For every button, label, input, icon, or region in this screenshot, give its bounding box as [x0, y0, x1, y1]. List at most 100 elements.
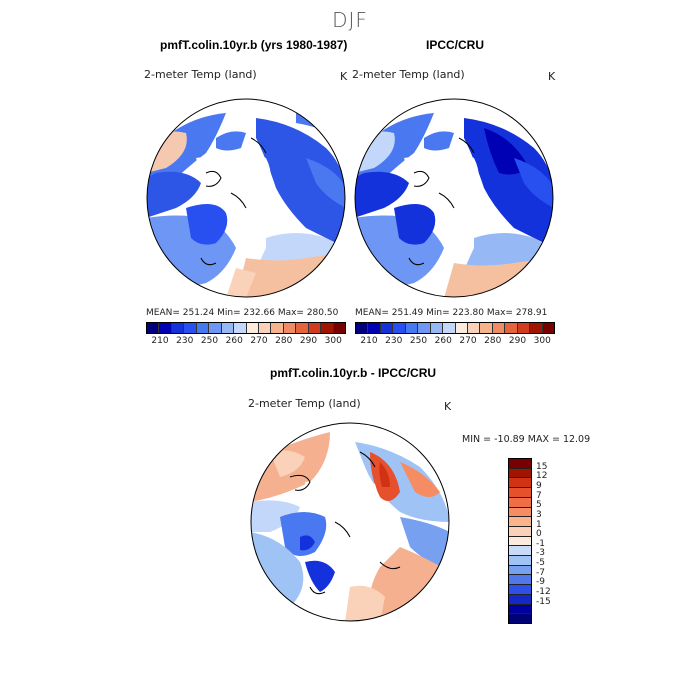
colorbar-swatch: [308, 323, 322, 333]
colorbar-swatch: [196, 323, 210, 333]
model-polar-map: [146, 98, 346, 298]
obs-variable-label: 2-meter Temp (land): [352, 68, 465, 81]
obs-unit-label: K: [548, 70, 556, 83]
colorbar-tick-label: 3: [536, 509, 542, 520]
colorbar-swatch: [321, 323, 334, 333]
page-title: DJF: [332, 8, 368, 32]
colorbar-swatch: [480, 323, 493, 333]
colorbar-swatch: [333, 323, 345, 333]
colorbar-tick-label: 280: [484, 336, 502, 346]
colorbar-tick-label: 12: [536, 471, 548, 482]
obs-polar-map: [354, 98, 554, 298]
obs-stats: MEAN= 251.49 Min= 223.80 Max= 278.91: [355, 308, 548, 318]
colorbar-swatch: [509, 459, 531, 469]
colorbar-swatch: [356, 323, 369, 333]
colorbar-tick-label: -12: [536, 587, 551, 598]
colorbar-tick-label: -5: [536, 558, 545, 569]
model-unit-label: K: [340, 70, 348, 83]
diff-stats: MIN = -10.89 MAX = 12.09: [462, 434, 591, 445]
diff-panel-title: pmfT.colin.10yr.b - IPCC/CRU: [270, 366, 437, 380]
colorbar-tick-label: -15: [536, 596, 551, 607]
colorbar-swatch: [509, 585, 531, 595]
colorbar-swatch: [184, 323, 197, 333]
colorbar-tick-label: 280: [275, 336, 293, 346]
colorbar-swatch: [430, 323, 444, 333]
colorbar-swatch: [530, 323, 543, 333]
colorbar-tick-label: -3: [536, 548, 545, 559]
colorbar-swatch: [209, 323, 222, 333]
diff-colorbar-ticks: 15 12 9 7 5 3 1 0 -1 -3 -5 -7 -9 -12 -15: [536, 458, 576, 622]
colorbar-tick-label: 290: [299, 336, 318, 346]
colorbar-swatch: [509, 594, 531, 605]
colorbar-tick-label: -7: [536, 567, 545, 578]
colorbar-swatch: [509, 517, 531, 527]
colorbar-swatch: [246, 323, 259, 333]
colorbar-swatch: [368, 323, 381, 333]
colorbar-tick-label: 270: [459, 336, 477, 346]
colorbar-tick-label: 7: [536, 490, 542, 501]
colorbar-swatch: [258, 323, 272, 333]
colorbar-swatch: [147, 323, 160, 333]
colorbar-tick-label: 230: [176, 336, 194, 346]
model-colorbar: [146, 322, 346, 334]
colorbar-swatch: [509, 468, 531, 479]
colorbar-swatch: [509, 488, 531, 498]
colorbar-tick-label: 250: [409, 336, 428, 346]
colorbar-swatch: [171, 323, 185, 333]
colorbar-swatch: [234, 323, 247, 333]
colorbar-tick-label: 300: [324, 336, 342, 346]
model-variable-label: 2-meter Temp (land): [144, 68, 257, 81]
colorbar-swatch: [159, 323, 172, 333]
colorbar-swatch: [505, 323, 518, 333]
obs-panel-title: IPCC/CRU: [426, 38, 485, 52]
colorbar-swatch: [271, 323, 284, 333]
colorbar-tick-label: 15: [536, 461, 548, 472]
colorbar-tick-label: -1: [536, 538, 545, 549]
colorbar-swatch: [509, 604, 531, 615]
obs-colorbar-ticks: 210 230 250 260 270 280 290 300: [355, 336, 553, 348]
diff-polar-map: [250, 422, 450, 622]
model-colorbar-ticks: 210 230 250 260 270 280 290 300: [146, 336, 344, 348]
model-panel-title: pmfT.colin.10yr.b (yrs 1980-1987): [160, 38, 348, 52]
colorbar-tick-label: 210: [360, 336, 378, 346]
colorbar-swatch: [509, 497, 531, 508]
colorbar-tick-label: 260: [434, 336, 452, 346]
colorbar-swatch: [221, 323, 235, 333]
colorbar-swatch: [455, 323, 468, 333]
colorbar-tick-label: 210: [151, 336, 169, 346]
colorbar-swatch: [296, 323, 309, 333]
colorbar-swatch: [509, 575, 531, 586]
colorbar-tick-label: 260: [225, 336, 243, 346]
colorbar-tick-label: 0: [536, 529, 542, 540]
colorbar-swatch: [405, 323, 419, 333]
colorbar-swatch: [393, 323, 406, 333]
colorbar-tick-label: 250: [200, 336, 219, 346]
colorbar-swatch: [283, 323, 297, 333]
obs-colorbar: [355, 322, 555, 334]
colorbar-tick-label: -9: [536, 577, 545, 588]
colorbar-swatch: [492, 323, 506, 333]
model-stats: MEAN= 251.24 Min= 232.66 Max= 280.50: [146, 308, 339, 318]
colorbar-swatch: [443, 323, 456, 333]
colorbar-swatch: [509, 478, 531, 489]
colorbar-swatch: [380, 323, 394, 333]
colorbar-tick-label: 230: [385, 336, 403, 346]
diff-variable-label: 2-meter Temp (land): [248, 397, 361, 410]
colorbar-swatch: [509, 546, 531, 557]
colorbar-swatch: [509, 556, 531, 566]
colorbar-swatch: [509, 507, 531, 518]
diff-colorbar: [508, 458, 532, 624]
colorbar-swatch: [509, 526, 531, 537]
colorbar-tick-label: 5: [536, 500, 542, 511]
colorbar-swatch: [542, 323, 554, 333]
colorbar-swatch: [509, 565, 531, 576]
colorbar-tick-label: 1: [536, 519, 542, 530]
colorbar-swatch: [509, 536, 531, 547]
diff-unit-label: K: [444, 400, 452, 413]
colorbar-swatch: [418, 323, 431, 333]
colorbar-tick-label: 270: [250, 336, 268, 346]
colorbar-tick-label: 9: [536, 480, 542, 491]
colorbar-swatch: [509, 614, 531, 623]
colorbar-tick-label: 300: [533, 336, 551, 346]
colorbar-swatch: [517, 323, 531, 333]
